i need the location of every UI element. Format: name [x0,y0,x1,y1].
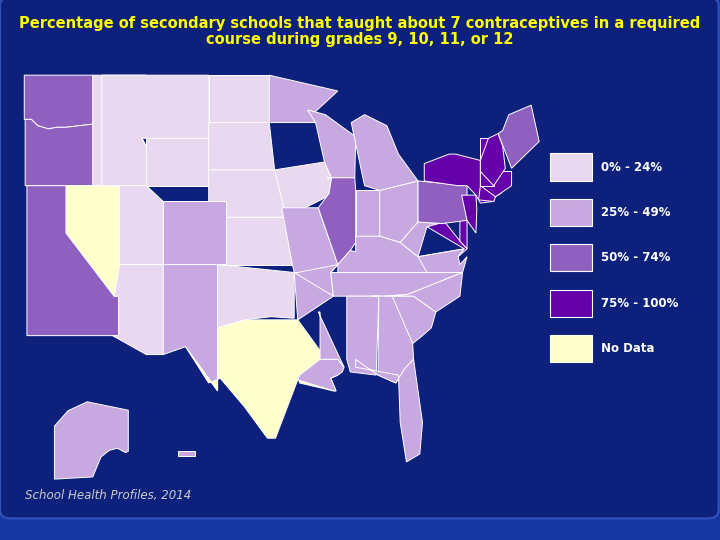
Polygon shape [392,296,436,343]
Polygon shape [298,359,344,391]
Polygon shape [227,217,292,265]
Text: 25% - 49%: 25% - 49% [601,206,670,219]
Polygon shape [351,114,418,191]
Polygon shape [495,186,501,197]
Polygon shape [462,195,477,233]
Polygon shape [418,181,467,224]
Text: 75% - 100%: 75% - 100% [601,296,678,309]
Text: No Data: No Data [601,342,654,355]
Polygon shape [372,296,413,383]
Polygon shape [379,181,418,242]
FancyBboxPatch shape [550,289,592,317]
Polygon shape [479,186,495,201]
Polygon shape [209,170,286,217]
Polygon shape [282,208,338,320]
Text: course during grades 9, 10, 11, or 12: course during grades 9, 10, 11, or 12 [206,32,514,48]
Polygon shape [356,359,423,462]
FancyBboxPatch shape [550,335,592,362]
Polygon shape [330,273,462,296]
Polygon shape [27,186,119,336]
Polygon shape [347,296,379,375]
Polygon shape [25,119,93,186]
Polygon shape [178,451,195,456]
Polygon shape [66,186,120,296]
FancyBboxPatch shape [550,244,592,272]
Text: Percentage of secondary schools that taught about 7 contraceptives in a required: Percentage of secondary schools that tau… [19,16,701,31]
Polygon shape [318,312,344,367]
Polygon shape [418,249,467,273]
Polygon shape [146,138,209,186]
Polygon shape [424,154,495,203]
Polygon shape [209,75,269,123]
Polygon shape [480,138,494,186]
Polygon shape [427,222,467,256]
Polygon shape [24,75,93,129]
Polygon shape [460,220,467,249]
Polygon shape [217,265,294,328]
Polygon shape [338,236,464,273]
Polygon shape [112,265,163,355]
Polygon shape [384,273,462,312]
Polygon shape [209,123,274,170]
Text: School Health Profiles, 2014: School Health Profiles, 2014 [25,489,192,502]
Polygon shape [163,265,227,391]
Text: 0% - 24%: 0% - 24% [601,160,662,173]
FancyBboxPatch shape [550,153,592,181]
Polygon shape [274,162,333,217]
Polygon shape [400,222,442,256]
FancyBboxPatch shape [550,199,592,226]
Polygon shape [120,186,163,265]
Text: 50% - 74%: 50% - 74% [601,251,670,264]
Polygon shape [93,75,146,186]
Polygon shape [186,320,338,438]
Polygon shape [307,110,356,178]
Polygon shape [318,178,356,265]
Polygon shape [294,265,338,296]
Polygon shape [269,75,338,123]
Polygon shape [55,402,128,479]
Polygon shape [356,191,379,236]
Polygon shape [498,105,539,168]
FancyBboxPatch shape [0,0,719,518]
Polygon shape [480,172,512,197]
Polygon shape [480,133,505,186]
Polygon shape [163,201,227,265]
Polygon shape [102,75,209,186]
